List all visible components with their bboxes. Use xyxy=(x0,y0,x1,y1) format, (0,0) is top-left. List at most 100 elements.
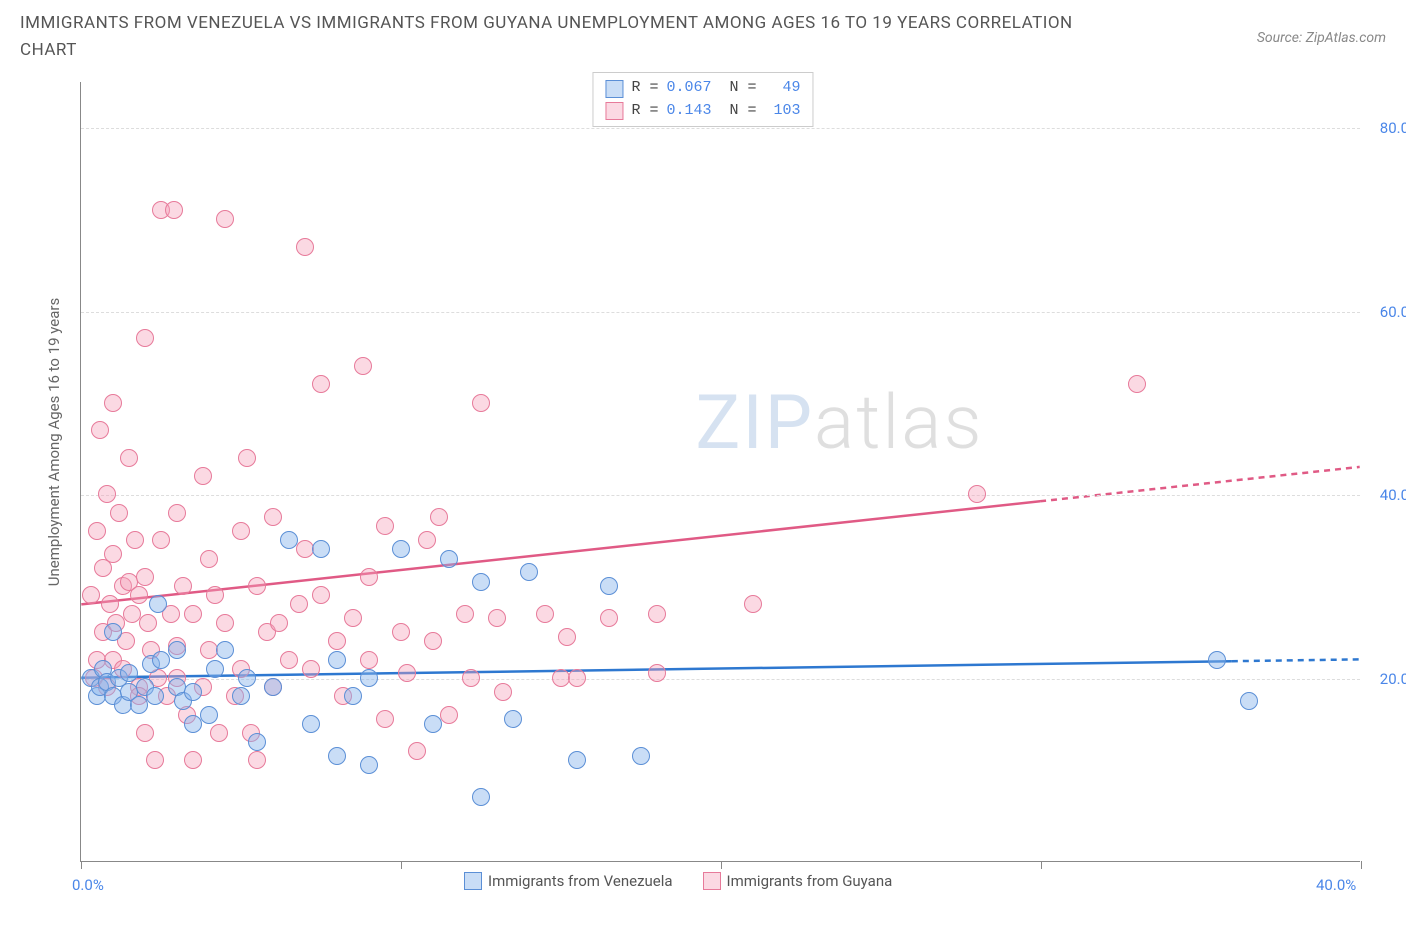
data-point-guyana xyxy=(110,504,128,522)
data-point-venezuela xyxy=(424,715,442,733)
data-point-guyana xyxy=(104,394,122,412)
stats-r-label: R = xyxy=(631,77,658,100)
watermark-zip: ZIP xyxy=(695,379,814,467)
data-point-venezuela xyxy=(104,623,122,641)
data-point-guyana xyxy=(101,595,119,613)
data-point-venezuela xyxy=(149,595,167,613)
data-point-guyana xyxy=(184,605,202,623)
data-point-venezuela xyxy=(184,683,202,701)
data-point-guyana xyxy=(462,669,480,687)
data-point-guyana xyxy=(91,421,109,439)
data-point-guyana xyxy=(600,609,618,627)
data-point-guyana xyxy=(174,577,192,595)
data-point-guyana xyxy=(130,586,148,604)
stats-row: R =0.143N = 103 xyxy=(605,100,800,123)
data-point-guyana xyxy=(376,710,394,728)
data-point-venezuela xyxy=(504,710,522,728)
data-point-venezuela xyxy=(1240,692,1258,710)
x-tick xyxy=(401,861,402,869)
data-point-guyana xyxy=(216,614,234,632)
y-tick-label: 60.0% xyxy=(1380,303,1406,321)
data-point-guyana xyxy=(264,508,282,526)
data-point-guyana xyxy=(98,485,116,503)
data-point-guyana xyxy=(248,751,266,769)
data-point-guyana xyxy=(216,210,234,228)
data-point-venezuela xyxy=(302,715,320,733)
stats-n-value: 49 xyxy=(765,77,801,100)
data-point-venezuela xyxy=(232,687,250,705)
data-point-guyana xyxy=(232,522,250,540)
data-point-guyana xyxy=(344,609,362,627)
legend-swatch xyxy=(703,872,721,890)
data-point-guyana xyxy=(296,238,314,256)
data-point-venezuela xyxy=(632,747,650,765)
data-point-guyana xyxy=(360,651,378,669)
data-point-guyana xyxy=(424,632,442,650)
data-point-guyana xyxy=(408,742,426,760)
data-point-venezuela xyxy=(568,751,586,769)
data-point-guyana xyxy=(136,329,154,347)
data-point-guyana xyxy=(648,664,666,682)
data-point-guyana xyxy=(568,669,586,687)
data-point-guyana xyxy=(392,623,410,641)
stats-r-label: R = xyxy=(631,100,658,123)
x-tick xyxy=(1361,861,1362,869)
data-point-guyana xyxy=(88,522,106,540)
data-point-guyana xyxy=(82,586,100,604)
data-point-guyana xyxy=(248,577,266,595)
data-point-guyana xyxy=(104,545,122,563)
gridline xyxy=(81,495,1360,496)
chart-container: Unemployment Among Ages 16 to 19 years R… xyxy=(20,72,1386,922)
legend-label: Immigrants from Venezuela xyxy=(488,872,673,890)
data-point-venezuela xyxy=(520,563,538,581)
data-point-venezuela xyxy=(146,687,164,705)
data-point-guyana xyxy=(280,651,298,669)
x-tick xyxy=(721,861,722,869)
data-point-guyana xyxy=(210,724,228,742)
data-point-venezuela xyxy=(328,651,346,669)
chart-title: IMMIGRANTS FROM VENEZUELA VS IMMIGRANTS … xyxy=(20,10,1120,64)
legend-swatch xyxy=(605,80,623,98)
data-point-guyana xyxy=(206,586,224,604)
data-point-guyana xyxy=(376,517,394,535)
data-point-guyana xyxy=(418,531,436,549)
x-tick xyxy=(1041,861,1042,869)
trend-lines-svg xyxy=(81,82,1360,861)
stats-n-value: 103 xyxy=(765,100,801,123)
data-point-venezuela xyxy=(120,664,138,682)
data-point-guyana xyxy=(290,595,308,613)
y-tick-label: 20.0% xyxy=(1380,670,1406,688)
plot-area: ZIPatlas 20.0%40.0%60.0%80.0% xyxy=(80,82,1360,862)
data-point-guyana xyxy=(200,550,218,568)
data-point-venezuela xyxy=(312,540,330,558)
data-point-guyana xyxy=(139,614,157,632)
data-point-venezuela xyxy=(264,678,282,696)
data-point-venezuela xyxy=(248,733,266,751)
legend-swatch xyxy=(464,872,482,890)
x-tick xyxy=(81,861,82,869)
data-point-guyana xyxy=(472,394,490,412)
data-point-guyana xyxy=(648,605,666,623)
data-point-guyana xyxy=(312,586,330,604)
data-point-guyana xyxy=(152,531,170,549)
legend-label: Immigrants from Guyana xyxy=(727,872,893,890)
y-tick-label: 80.0% xyxy=(1380,119,1406,137)
x-tick-label: 40.0% xyxy=(1316,876,1356,894)
data-point-guyana xyxy=(238,449,256,467)
stats-n-label: N = xyxy=(730,100,757,123)
data-point-guyana xyxy=(488,609,506,627)
legend-item: Immigrants from Venezuela xyxy=(464,872,673,890)
stats-row: R =0.067N = 49 xyxy=(605,77,800,100)
data-point-guyana xyxy=(184,751,202,769)
data-point-venezuela xyxy=(600,577,618,595)
data-point-venezuela xyxy=(216,641,234,659)
data-point-guyana xyxy=(440,706,458,724)
data-point-guyana xyxy=(494,683,512,701)
data-point-venezuela xyxy=(392,540,410,558)
data-point-venezuela xyxy=(440,550,458,568)
data-point-venezuela xyxy=(1208,651,1226,669)
watermark: ZIPatlas xyxy=(695,379,983,467)
stats-legend-box: R =0.067N = 49R =0.143N = 103 xyxy=(592,72,813,127)
data-point-guyana xyxy=(968,485,986,503)
data-point-venezuela xyxy=(360,756,378,774)
